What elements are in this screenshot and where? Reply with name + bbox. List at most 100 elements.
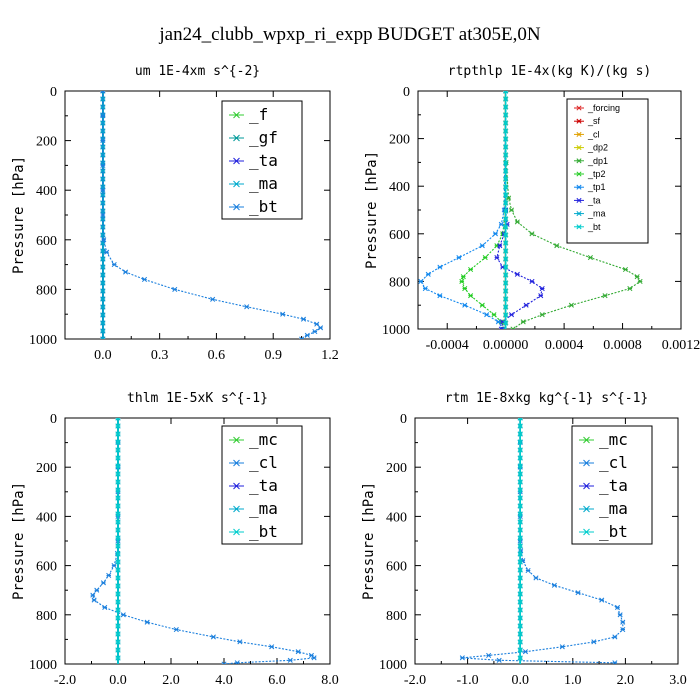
legend-label: _f	[249, 105, 268, 124]
series-point-bt	[503, 176, 509, 182]
data-area	[90, 418, 317, 664]
series-point-cl	[522, 649, 529, 655]
legend-label: _cl	[249, 453, 278, 472]
series-point-tp1	[418, 278, 424, 284]
y-tick-label: 400	[386, 510, 407, 525]
series-point-bt	[503, 208, 509, 214]
legend-label: _mc	[249, 430, 278, 449]
series-point-bt	[503, 160, 509, 166]
series-point-bt	[115, 599, 121, 605]
legend-marker	[576, 211, 582, 217]
series-point-cl	[111, 563, 117, 569]
legend-marker	[576, 224, 582, 230]
legend-marker	[233, 111, 240, 119]
series-point-bt	[123, 269, 129, 275]
series-point-bt	[517, 535, 523, 541]
series-point-dp1	[529, 231, 535, 237]
series-point-bt	[115, 495, 121, 501]
series-point-bt	[503, 240, 509, 246]
series-point-bt	[115, 567, 121, 573]
y-tick-label: 0	[50, 412, 57, 427]
series-point-cl	[237, 639, 243, 645]
series-point-bt	[517, 655, 523, 661]
legend-marker	[233, 134, 240, 142]
series-point-bt	[100, 113, 106, 119]
y-tick-label: 200	[36, 135, 57, 150]
legend-marker	[576, 158, 582, 164]
series-point-cl	[90, 592, 96, 598]
series-point-bt	[115, 647, 121, 653]
series-point-cl	[459, 655, 465, 661]
legend-label: _bt	[599, 522, 628, 541]
legend-marker	[233, 528, 240, 536]
series-point-ma	[100, 232, 106, 238]
series-point-bt	[503, 91, 509, 94]
legend-label: _bt	[249, 197, 278, 216]
y-axis-label: Pressure [hPa]	[11, 156, 27, 274]
series-point-bt	[304, 332, 310, 338]
series-point-bt	[503, 248, 509, 254]
series-point-cl	[559, 644, 565, 650]
series-point-bt	[517, 418, 523, 421]
series-point-bt	[100, 212, 106, 218]
series-point-dp1	[510, 326, 516, 329]
panel-3: thlm 1E-5xK s^{-1} Pressure [hPa] 0 200 400 6…	[11, 391, 339, 688]
series-point-bt	[115, 655, 121, 661]
series-point-bt	[503, 256, 509, 262]
series-point-ta	[494, 255, 500, 261]
series-point-cl	[599, 597, 605, 603]
series-point-ma	[100, 168, 106, 174]
series-point-ma	[100, 336, 106, 339]
series-point-bt	[503, 320, 509, 326]
series-point-cl	[287, 657, 293, 663]
series-point-tp2	[479, 302, 485, 308]
series-point-cl	[173, 627, 179, 633]
series-point-dp1	[508, 207, 515, 213]
series-point-cl	[525, 567, 531, 574]
legend: _forcing _sf _cl _dp2 _dp1 _tp2 _tp1 _ta _ma _bt	[566, 98, 649, 244]
series-point-bt	[517, 439, 523, 445]
y-tick-label: 400	[389, 180, 410, 195]
legend-label: _bt	[249, 522, 278, 541]
series-point-ma	[100, 328, 106, 334]
series-point-bt	[517, 431, 523, 437]
series-point-bt	[517, 471, 523, 477]
series-point-ma	[100, 224, 106, 230]
x-tick-label: 1.2	[321, 348, 339, 363]
x-tick-label: 0.0	[94, 348, 112, 363]
series-point-bt	[503, 264, 509, 270]
legend-label: _ta	[599, 476, 628, 495]
x-tick-label: -2.0	[404, 673, 426, 688]
x-tick-label: 0.0012	[662, 338, 700, 353]
series-point-cl	[486, 652, 492, 658]
series-point-bt	[115, 591, 121, 597]
series-point-bt	[517, 575, 523, 581]
series-point-bt	[172, 286, 178, 292]
series-point-tp2	[468, 293, 474, 299]
x-tick-label: 0.0008	[603, 338, 642, 353]
panel-4: rtm 1E-8xkg kg^{-1} s^{-1} Pressure [hPa]…	[361, 391, 687, 688]
series-point-bt	[111, 262, 117, 268]
y-tick-label: 0	[403, 85, 410, 100]
series-point-cl	[210, 634, 216, 640]
legend-marker	[576, 105, 582, 111]
series-point-ma	[100, 192, 106, 198]
legend-marker	[233, 180, 240, 188]
series-point-bt	[503, 272, 509, 278]
x-tick-label: -2.0	[54, 673, 76, 688]
series-point-bt	[115, 479, 121, 485]
series-point-tp1	[498, 221, 504, 227]
series-point-bt	[115, 447, 121, 453]
y-tick-label: 400	[36, 510, 57, 525]
series-point-cl	[102, 604, 108, 610]
series-point-cl	[91, 597, 97, 603]
y-tick-label: 800	[36, 609, 57, 624]
series-point-ta	[538, 293, 544, 299]
legend-marker	[233, 436, 240, 444]
series-point-bt	[517, 639, 523, 645]
series-point-tp1	[425, 271, 431, 277]
series-line-dp1	[505, 91, 641, 329]
series-point-bt	[517, 607, 523, 613]
series-point-ma	[100, 304, 106, 310]
data-area	[418, 91, 643, 329]
